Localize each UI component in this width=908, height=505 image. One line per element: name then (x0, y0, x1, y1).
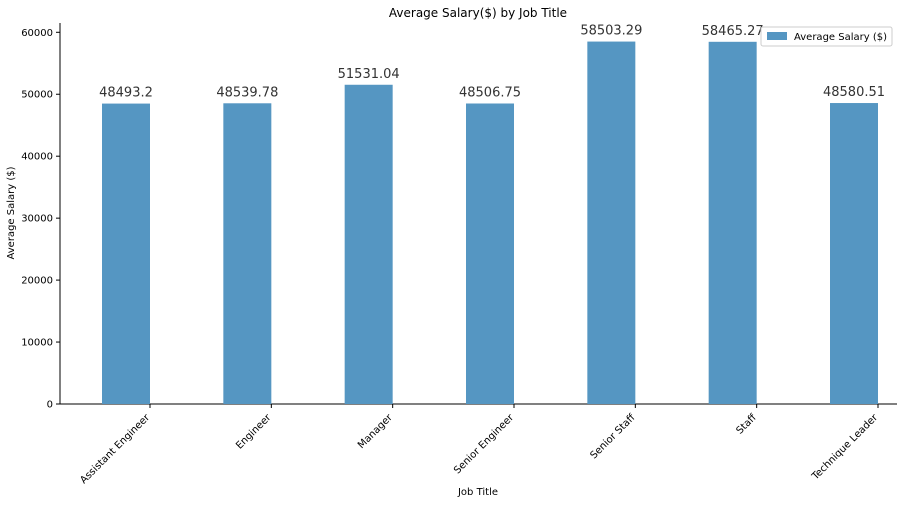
x-ticks: Assistant Engineer Engineer Manager Senior … (78, 404, 881, 486)
legend-label: Average Salary ($) (794, 32, 887, 43)
x-tick-label: Senior Staff (588, 412, 638, 462)
data-label: 48506.75 (459, 85, 521, 100)
data-label: 48539.78 (216, 85, 278, 100)
y-tick-label: 0 (47, 400, 53, 411)
y-ticks: 0 10000 20000 30000 40000 50000 60000 (21, 28, 60, 411)
y-tick-label: 50000 (21, 90, 53, 101)
y-tick-label: 20000 (21, 276, 53, 287)
bar (587, 41, 636, 405)
x-tick-label: Staff (735, 412, 760, 437)
y-axis-label: Average Salary ($) (6, 166, 17, 259)
bar (223, 103, 272, 404)
data-label: 58503.29 (580, 24, 642, 39)
legend: Average Salary ($) (760, 26, 893, 47)
y-tick-label: 30000 (21, 214, 53, 225)
data-label: 58465.27 (702, 24, 764, 39)
legend-swatch (767, 32, 787, 40)
bar (344, 84, 393, 405)
x-tick-label: Engineer (234, 412, 274, 452)
legend-frame (760, 26, 893, 47)
bar (830, 103, 878, 405)
x-tick-label: Technique Leader (810, 412, 881, 483)
data-labels: 48493.2 48539.78 51531.04 48506.75 58503.29 5… (99, 24, 885, 101)
data-label: 51531.04 (338, 67, 400, 82)
data-label: 48493.2 (99, 86, 153, 101)
bars (102, 41, 878, 405)
y-tick-label: 40000 (21, 152, 53, 163)
x-tick-label: Senior Engineer (452, 412, 517, 477)
y-tick-label: 60000 (21, 28, 53, 39)
x-tick-label: Assistant Engineer (78, 412, 152, 486)
bar (102, 103, 150, 405)
y-tick-label: 10000 (21, 338, 53, 349)
bar (708, 41, 757, 404)
x-axis-label: Job Title (457, 487, 498, 498)
chart-title: Average Salary($) by Job Title (389, 6, 567, 20)
x-tick-label: Manager (356, 412, 395, 451)
data-label: 48580.51 (823, 85, 885, 100)
bar (466, 103, 514, 405)
